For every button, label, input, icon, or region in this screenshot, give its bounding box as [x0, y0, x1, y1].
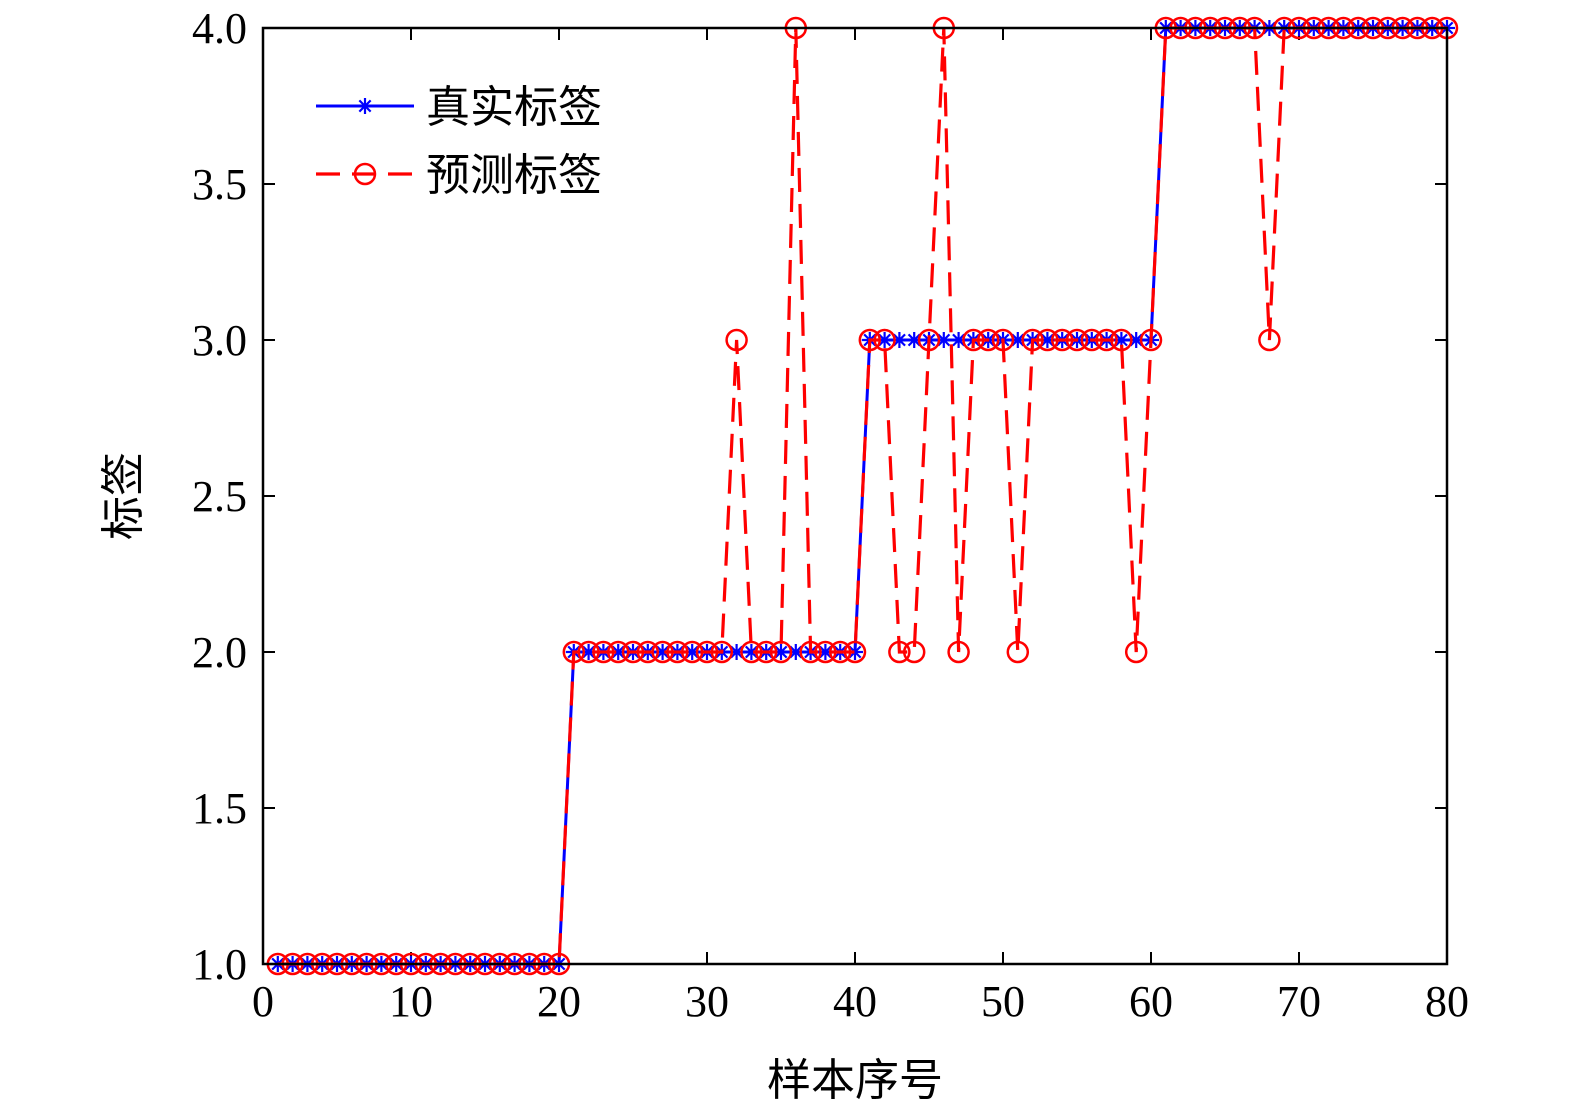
- data-point: [606, 640, 630, 664]
- data-point: [577, 640, 600, 664]
- legend-marker-1: [353, 162, 377, 186]
- data-point: [562, 640, 586, 664]
- data-point: [799, 640, 822, 664]
- data-point: [1065, 328, 1089, 352]
- data-point: [814, 640, 837, 664]
- data-point: [1124, 640, 1148, 664]
- data-point: [666, 640, 689, 664]
- x-tick-label: 50: [981, 977, 1025, 1026]
- data-point: [1036, 328, 1059, 352]
- data-point: [917, 328, 941, 352]
- data-point: [947, 640, 970, 664]
- data-point: [1021, 328, 1044, 352]
- x-tick-label: 40: [833, 977, 877, 1026]
- y-tick-label: 2.0: [192, 628, 247, 677]
- data-point: [858, 328, 882, 352]
- x-tick-label: 30: [685, 977, 729, 1026]
- data-point: [991, 328, 1015, 352]
- y-tick-label: 2.5: [192, 472, 247, 521]
- data-point: [680, 640, 704, 664]
- y-tick-label: 4.0: [192, 4, 247, 53]
- data-point: [728, 644, 745, 660]
- data-point: [847, 644, 863, 660]
- data-point: [695, 640, 719, 664]
- plot-frame: [261, 26, 1449, 966]
- legend-label-1: 预测标签: [426, 150, 602, 201]
- data-point: [740, 640, 763, 664]
- data-point: [621, 640, 645, 664]
- data-point: [769, 640, 793, 664]
- data-point: [710, 640, 734, 664]
- legend-marker-0: [357, 98, 373, 114]
- x-tick-label: 0: [252, 977, 274, 1026]
- data-point: [754, 640, 778, 664]
- data-point: [1095, 328, 1118, 352]
- data-point: [888, 640, 911, 664]
- y-tick-label: 1.0: [192, 940, 247, 989]
- tick-labels: 0 10 20 30 40 50 60 70 80 1.0 1.5 2.0 2.5 3.0 3.5 4.0: [192, 4, 1469, 1026]
- data-point: [1110, 328, 1133, 352]
- data-point: [902, 640, 926, 664]
- data-point: [873, 328, 896, 352]
- x-axis-title: 样本序号: [767, 1055, 943, 1106]
- data-point: [962, 328, 985, 352]
- data-point: [592, 640, 615, 664]
- data-point: [976, 328, 1000, 352]
- data-point: [1080, 328, 1104, 352]
- data-point: [1050, 328, 1074, 352]
- x-tick-label: 60: [1129, 977, 1173, 1026]
- data-point: [828, 640, 852, 664]
- data-point: [636, 640, 660, 664]
- legend-label-0: 真实标签: [426, 82, 602, 133]
- y-tick-label: 1.5: [192, 784, 247, 833]
- y-tick-label: 3.0: [192, 316, 247, 365]
- data-point: [1139, 328, 1163, 352]
- data-point: [651, 640, 674, 664]
- data-point: [1006, 640, 1030, 664]
- data-point: [725, 328, 748, 352]
- x-tick-label: 70: [1277, 977, 1321, 1026]
- x-tick-label: 10: [389, 977, 433, 1026]
- y-tick-label: 3.5: [192, 160, 247, 209]
- data-point: [1009, 332, 1026, 348]
- data-point: [843, 640, 867, 664]
- y-axis-title: 标签: [98, 452, 149, 540]
- data-point: [1258, 328, 1281, 352]
- x-tick-label: 20: [537, 977, 581, 1026]
- x-tick-label: 80: [1425, 977, 1469, 1026]
